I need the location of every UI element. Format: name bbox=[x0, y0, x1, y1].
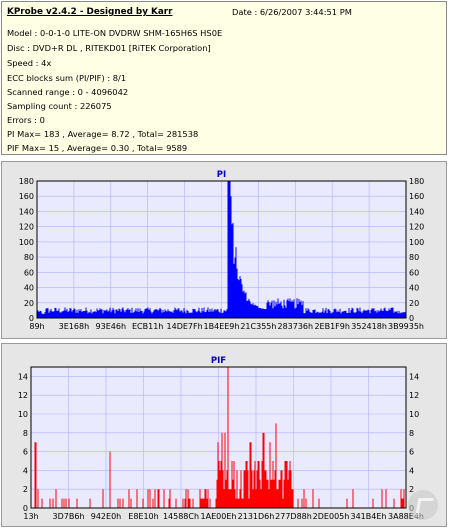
chart-title: PI bbox=[217, 170, 226, 180]
y-tick-label-right: 80 bbox=[409, 253, 419, 262]
x-tick-label: 942E0h bbox=[91, 512, 121, 521]
y-tick-label-left: 40 bbox=[24, 284, 34, 293]
pi-stats-line: PI Max= 183 , Average= 8.72 , Total= 281… bbox=[7, 129, 199, 139]
y-tick-label-left: 10 bbox=[18, 410, 28, 419]
errors-line: Errors : 0 bbox=[7, 115, 45, 125]
x-tick-label: 93E46h bbox=[96, 322, 126, 331]
y-tick-label-left: 160 bbox=[19, 192, 34, 201]
x-tick-label: E8E10h bbox=[128, 512, 158, 521]
y-tick-label-left: 4 bbox=[23, 466, 28, 475]
y-tick-label-right: 2 bbox=[409, 485, 414, 494]
sampling-line: Sampling count : 226075 bbox=[7, 101, 112, 111]
pi-chart-panel: PI 0 0 20 20 40 40 60 60 80 80 100 100 120 120 140 140 16… bbox=[1, 161, 447, 339]
x-tick-label: 341B4Eh bbox=[351, 512, 387, 521]
y-tick-label-right: 10 bbox=[409, 410, 419, 419]
y-tick-label-left: 8 bbox=[23, 429, 28, 438]
range-line: Scanned range : 0 - 4096042 bbox=[7, 87, 129, 97]
pif-chart-panel: PIF002244668810101212141413h3D7B6h942E0h… bbox=[1, 343, 447, 527]
x-tick-label: ECB11h bbox=[132, 322, 163, 331]
x-tick-label: 14DE7Fh bbox=[167, 322, 203, 331]
y-tick-label-left: 14 bbox=[18, 372, 28, 381]
y-tick-label-left: 20 bbox=[24, 299, 34, 308]
pi-series bbox=[36, 181, 407, 318]
y-tick-label-left: 2 bbox=[23, 485, 28, 494]
y-tick-label-right: 60 bbox=[409, 268, 419, 277]
pif-stats-line: PIF Max= 15 , Average= 0.30 , Total= 958… bbox=[7, 143, 188, 153]
y-tick-label-left: 0 bbox=[23, 504, 28, 513]
x-tick-label: 2131D6h bbox=[238, 512, 275, 521]
y-tick-label-left: 6 bbox=[23, 448, 28, 457]
x-tick-label: 14588Ch bbox=[163, 512, 199, 521]
pif-series bbox=[34, 367, 405, 508]
x-tick-label: 3A88E4h bbox=[388, 512, 424, 521]
y-tick-label-right: 14 bbox=[409, 372, 419, 381]
y-tick-label-right: 40 bbox=[409, 284, 419, 293]
info-panel: KProbe v2.4.2 - Designed by Karr Date : … bbox=[1, 1, 447, 155]
x-tick-label: 13h bbox=[23, 512, 38, 521]
y-tick-label-right: 100 bbox=[409, 238, 424, 247]
pif-chart: PIF002244668810101212141413h3D7B6h942E0h… bbox=[18, 356, 424, 521]
x-tick-label: 21C355h bbox=[240, 322, 276, 331]
x-tick-label: 352418h bbox=[351, 322, 387, 331]
y-tick-label-left: 120 bbox=[19, 223, 34, 232]
ecc-line: ECC blocks sum (PI/PIF) : 8/1 bbox=[7, 73, 127, 83]
y-tick-label-left: 12 bbox=[18, 391, 28, 400]
y-tick-label-right: 120 bbox=[409, 223, 424, 232]
y-tick-label-left: 0 bbox=[29, 314, 34, 323]
y-tick-label-right: 6 bbox=[409, 448, 414, 457]
y-tick-label-right: 140 bbox=[409, 207, 424, 216]
y-tick-label-left: 180 bbox=[19, 177, 34, 186]
pi-chart: PI 0 0 20 20 40 40 60 60 80 80 100 100 120 120 140 140 16… bbox=[19, 170, 425, 331]
chart-title: PIF bbox=[211, 356, 226, 366]
y-tick-label-right: 160 bbox=[409, 192, 424, 201]
x-tick-label: 1B4EE9h bbox=[204, 322, 240, 331]
disc-line: Disc : DVD+R DL , RITEKD01 [RiTEK Corpor… bbox=[7, 43, 211, 53]
x-tick-label: 3E168h bbox=[59, 322, 89, 331]
x-tick-label: 3B9935h bbox=[388, 322, 424, 331]
y-tick-label-left: 60 bbox=[24, 268, 34, 277]
speed-line: Speed : 4x bbox=[7, 58, 52, 68]
logo-watermark-icon bbox=[408, 490, 438, 520]
x-tick-label: 2EB1F9h bbox=[314, 322, 349, 331]
scan-date: Date : 6/26/2007 3:44:51 PM bbox=[232, 7, 352, 17]
y-tick-label-right: 4 bbox=[409, 466, 414, 475]
model-line: Model : 0-0-1-0 LITE-ON DVDRW SHM-165H6S… bbox=[7, 28, 223, 38]
y-tick-label-left: 100 bbox=[19, 238, 34, 247]
x-tick-label: 89h bbox=[29, 322, 44, 331]
x-tick-label: 3D7B6h bbox=[53, 512, 85, 521]
x-tick-label: 283736h bbox=[277, 322, 313, 331]
x-tick-label: 2DE005h bbox=[313, 512, 350, 521]
y-tick-label-right: 180 bbox=[409, 177, 424, 186]
y-tick-label-right: 12 bbox=[409, 391, 419, 400]
x-tick-label: 277D88h bbox=[275, 512, 312, 521]
plot-frame bbox=[36, 180, 407, 319]
plot-frame bbox=[30, 366, 407, 509]
y-tick-label-right: 0 bbox=[409, 314, 414, 323]
y-tick-label-right: 20 bbox=[409, 299, 419, 308]
x-tick-label: 1AE00Eh bbox=[201, 512, 237, 521]
app-title: KProbe v2.4.2 - Designed by Karr bbox=[7, 7, 173, 17]
y-tick-label-right: 8 bbox=[409, 429, 414, 438]
y-tick-label-left: 80 bbox=[24, 253, 34, 262]
y-tick-label-left: 140 bbox=[19, 207, 34, 216]
